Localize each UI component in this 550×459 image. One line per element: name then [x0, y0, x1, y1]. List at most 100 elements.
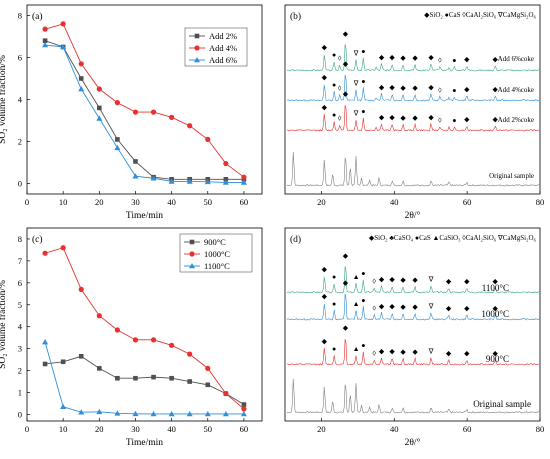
data-point [132, 337, 139, 343]
phase-marker: ◆ [400, 84, 406, 92]
data-point [132, 109, 139, 115]
phase-marker: ◆ [492, 56, 498, 64]
legend-label: 1000°C [204, 249, 230, 259]
phase-marker: ∇ [353, 80, 359, 88]
x-axis-label: 2θ/° [405, 437, 421, 448]
phase-marker: ◆ [400, 54, 406, 62]
y-tick-label: 3 [18, 344, 22, 354]
phase-marker: ● [361, 107, 365, 115]
phase-marker: ◊ [338, 115, 342, 123]
data-point [96, 86, 102, 92]
phase-marker: ◆ [343, 279, 349, 287]
data-point [150, 337, 157, 343]
phase-marker: ▲ [353, 300, 360, 308]
data-point [114, 144, 121, 151]
phase-marker: ◆ [464, 56, 470, 64]
phase-marker: ● [361, 77, 365, 85]
data-point [150, 109, 157, 115]
data-point [114, 410, 121, 416]
legend-label: 1100°C [204, 261, 230, 271]
xrd-trace [286, 293, 540, 321]
legend-marker [189, 251, 195, 257]
phase-marker: ◆ [412, 276, 418, 284]
y-tick-label: 4 [18, 95, 23, 105]
panel-label: (a) [32, 11, 43, 22]
data-point [60, 245, 66, 251]
phase-marker: ∇ [428, 275, 434, 283]
phase-marker: ◆ [343, 90, 349, 98]
trace-label: Original sample [489, 172, 534, 180]
data-point [186, 410, 193, 417]
phase-marker: ● [332, 273, 336, 281]
xrd-trace [286, 74, 540, 102]
x-tick-label: 80 [536, 424, 545, 434]
data-point [222, 410, 229, 417]
phase-marker: ◆ [379, 113, 385, 121]
phase-legend: ◆SiO₂ ●CaS ◊CaAl₂SiO₆ ∇CaMgSi₂O₆ [424, 11, 536, 19]
legend-marker [189, 239, 195, 245]
data-point [114, 100, 120, 106]
phase-marker: ▲ [353, 273, 360, 281]
trace-label: Add 4%coke [498, 86, 534, 94]
data-point [133, 375, 138, 381]
data-point [169, 375, 174, 381]
xrd-trace [286, 378, 540, 414]
phase-marker: ◆ [400, 303, 406, 311]
data-point [60, 21, 66, 27]
phase-marker: ◆ [343, 252, 349, 260]
y-axis-label: SO₂ volume fraction/% [0, 55, 8, 144]
data-point [204, 410, 211, 417]
phase-marker: ◆ [389, 302, 395, 310]
phase-marker: ◊ [373, 278, 377, 286]
phase-marker: ◆ [343, 324, 349, 332]
x-tick-label: 0 [25, 197, 29, 207]
x-tick-label: 40 [390, 197, 399, 207]
phase-marker: ● [332, 51, 336, 59]
panel-label: (b) [290, 11, 301, 22]
phase-marker: ∇ [428, 347, 434, 355]
phase-marker: ◆ [379, 347, 385, 355]
data-point [132, 410, 139, 417]
phase-marker: ◆ [464, 278, 470, 286]
data-point [223, 390, 229, 397]
data-point [168, 410, 175, 417]
phase-marker: ∇ [428, 302, 434, 310]
data-point [187, 123, 193, 129]
phase-marker: ◆ [389, 275, 395, 283]
data-point [240, 179, 247, 185]
legend-label: Add 6% [209, 55, 237, 65]
data-point [42, 41, 49, 48]
series-line [44, 40, 244, 180]
x-axis-label: 2θ/° [405, 210, 421, 221]
data-point [187, 351, 193, 357]
phase-marker: ◆ [412, 114, 418, 122]
legend-marker [194, 45, 200, 51]
x-tick-label: 50 [204, 197, 213, 207]
phase-marker: ● [361, 269, 365, 277]
data-point [241, 402, 247, 407]
data-point [78, 76, 84, 81]
x-axis-label: Time/min [126, 211, 163, 221]
data-point [205, 365, 211, 371]
x-tick-label: 0 [25, 424, 29, 434]
data-point [187, 379, 192, 384]
phase-marker: ◆ [322, 104, 328, 112]
phase-marker: ◆ [343, 30, 349, 38]
phase-marker: ◆ [322, 293, 328, 301]
phase-marker: ◆ [464, 350, 470, 358]
trace-label: Add 6%coke [498, 55, 534, 63]
data-point [223, 177, 229, 182]
phase-marker: ◆ [412, 54, 418, 62]
data-point [168, 178, 175, 184]
data-point [115, 375, 120, 381]
plot-frame [284, 4, 541, 195]
data-point [60, 44, 67, 50]
phase-marker: ● [361, 341, 365, 349]
x-tick-label: 50 [204, 424, 213, 434]
phase-marker: ● [332, 111, 336, 119]
phase-marker: ◆ [464, 86, 470, 94]
x-tick-label: 10 [59, 424, 68, 434]
phase-marker: ◆ [379, 83, 385, 91]
data-point [240, 410, 247, 417]
series-line [44, 247, 245, 410]
